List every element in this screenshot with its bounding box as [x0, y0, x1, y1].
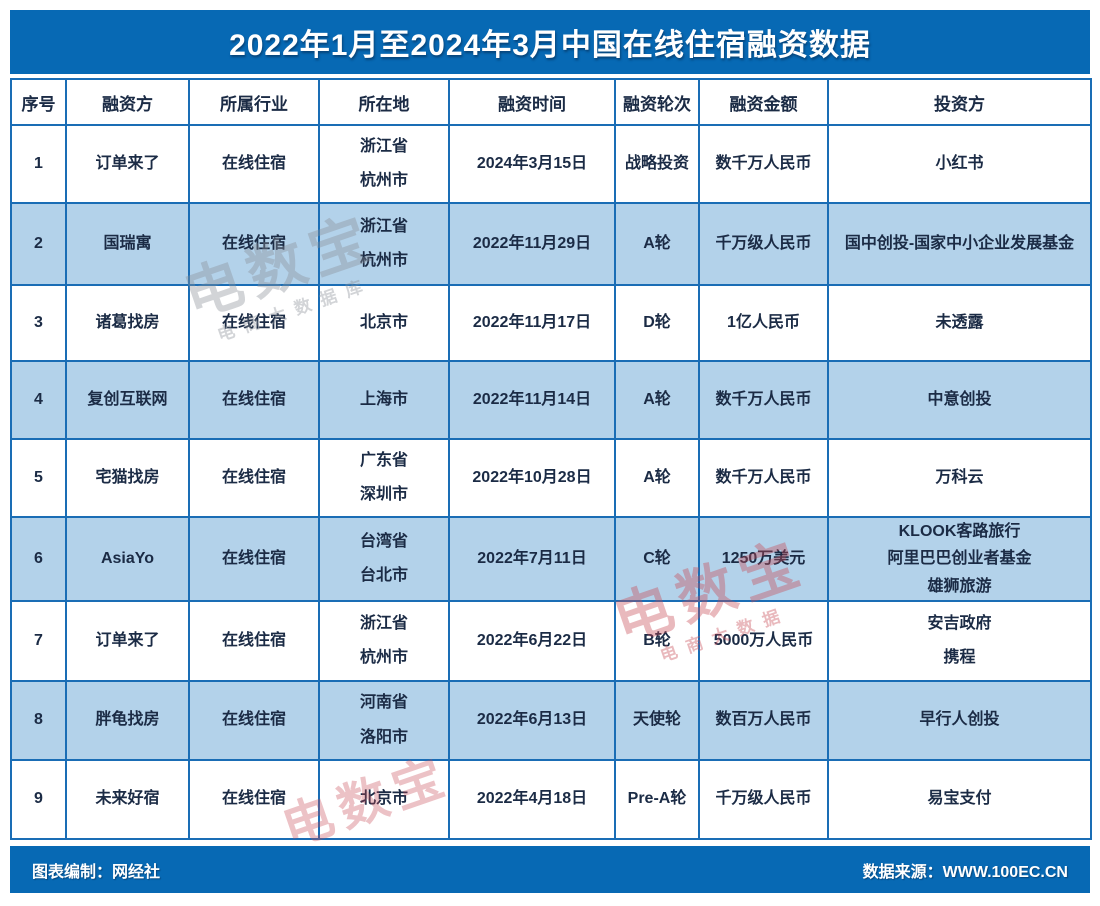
cell-party: 订单来了 — [65, 600, 190, 682]
cell-no: 1 — [10, 124, 67, 204]
cell-amount: 数千万人民币 — [698, 124, 829, 204]
cell-investors: 安吉政府 携程 — [827, 600, 1092, 682]
cell-party: 未来好宿 — [65, 759, 190, 840]
cell-investors: 小红书 — [827, 124, 1092, 204]
column-header-investors: 投资方 — [827, 78, 1092, 126]
cell-date: 2022年10月28日 — [448, 438, 616, 518]
cell-location: 浙江省 杭州市 — [318, 124, 450, 204]
cell-round: A轮 — [614, 360, 700, 440]
cell-no: 5 — [10, 438, 67, 518]
table-row: 2 国瑞寓 在线住宿 浙江省 杭州市 2022年11月29日 A轮 千万级人民币 国中创投-国… — [10, 202, 1092, 286]
cell-investors: 易宝支付 — [827, 759, 1092, 840]
cell-party: 订单来了 — [65, 124, 190, 204]
cell-no: 2 — [10, 202, 67, 286]
cell-investors: 万科云 — [827, 438, 1092, 518]
cell-location: 台湾省 台北市 — [318, 516, 450, 602]
cell-party: 诸葛找房 — [65, 284, 190, 362]
cell-location: 浙江省 杭州市 — [318, 600, 450, 682]
cell-investors: 早行人创投 — [827, 680, 1092, 761]
cell-investors: 国中创投-国家中小企业发展基金 — [827, 202, 1092, 286]
cell-amount: 数千万人民币 — [698, 360, 829, 440]
cell-amount: 数千万人民币 — [698, 438, 829, 518]
cell-party: AsiaYo — [65, 516, 190, 602]
column-header-party: 融资方 — [65, 78, 190, 126]
footer-bar: 图表编制：网经社 数据来源：WWW.100EC.CN — [10, 846, 1090, 893]
cell-no: 4 — [10, 360, 67, 440]
cell-round: C轮 — [614, 516, 700, 602]
cell-date: 2022年11月29日 — [448, 202, 616, 286]
cell-amount: 1250万美元 — [698, 516, 829, 602]
cell-location: 北京市 — [318, 284, 450, 362]
cell-no: 6 — [10, 516, 67, 602]
cell-round: 天使轮 — [614, 680, 700, 761]
column-header-location: 所在地 — [318, 78, 450, 126]
cell-industry: 在线住宿 — [188, 600, 320, 682]
cell-date: 2022年6月13日 — [448, 680, 616, 761]
cell-industry: 在线住宿 — [188, 438, 320, 518]
cell-no: 9 — [10, 759, 67, 840]
cell-no: 8 — [10, 680, 67, 761]
cell-round: A轮 — [614, 438, 700, 518]
cell-industry: 在线住宿 — [188, 680, 320, 761]
cell-date: 2022年11月14日 — [448, 360, 616, 440]
financing-table: 序号 融资方 所属行业 所在地 融资时间 融资轮次 融资金额 投资方 1 订单来了 在线住宿 浙江省… — [10, 78, 1092, 840]
cell-date: 2022年7月11日 — [448, 516, 616, 602]
cell-location: 北京市 — [318, 759, 450, 840]
cell-round: B轮 — [614, 600, 700, 682]
table-row: 8 胖龟找房 在线住宿 河南省 洛阳市 2022年6月13日 天使轮 数百万人民币 早行人创投 — [10, 680, 1092, 761]
footer-credit: 图表编制：网经社 — [32, 863, 161, 881]
cell-amount: 数百万人民币 — [698, 680, 829, 761]
column-header-round: 融资轮次 — [614, 78, 700, 126]
column-header-amount: 融资金额 — [698, 78, 829, 126]
table-row: 3 诸葛找房 在线住宿 北京市 2022年11月17日 D轮 1亿人民币 未透露 — [10, 284, 1092, 362]
cell-date: 2024年3月15日 — [448, 124, 616, 204]
column-header-date: 融资时间 — [448, 78, 616, 126]
table-row: 4 复创互联网 在线住宿 上海市 2022年11月14日 A轮 数千万人民币 中意创投 — [10, 360, 1092, 440]
cell-amount: 千万级人民币 — [698, 202, 829, 286]
cell-no: 3 — [10, 284, 67, 362]
cell-round: D轮 — [614, 284, 700, 362]
cell-amount: 5000万人民币 — [698, 600, 829, 682]
cell-round: A轮 — [614, 202, 700, 286]
cell-industry: 在线住宿 — [188, 124, 320, 204]
cell-date: 2022年6月22日 — [448, 600, 616, 682]
cell-party: 宅猫找房 — [65, 438, 190, 518]
table-title-bar: 2022年1月至2024年3月中国在线住宿融资数据 — [10, 10, 1090, 74]
cell-location: 浙江省 杭州市 — [318, 202, 450, 286]
cell-party: 复创互联网 — [65, 360, 190, 440]
column-header-industry: 所属行业 — [188, 78, 320, 126]
cell-party: 胖龟找房 — [65, 680, 190, 761]
table-row: 5 宅猫找房 在线住宿 广东省 深圳市 2022年10月28日 A轮 数千万人民币 万科云 — [10, 438, 1092, 518]
cell-date: 2022年4月18日 — [448, 759, 616, 840]
cell-no: 7 — [10, 600, 67, 682]
cell-party: 国瑞寓 — [65, 202, 190, 286]
cell-investors: KLOOK客路旅行 阿里巴巴创业者基金 雄狮旅游 — [827, 516, 1092, 602]
table-row: 9 未来好宿 在线住宿 北京市 2022年4月18日 Pre-A轮 千万级人民币 易宝支付 — [10, 759, 1092, 840]
cell-industry: 在线住宿 — [188, 284, 320, 362]
table-row: 6 AsiaYo 在线住宿 台湾省 台北市 2022年7月11日 C轮 1250万美元 KLO… — [10, 516, 1092, 602]
header-row: 序号 融资方 所属行业 所在地 融资时间 融资轮次 融资金额 投资方 — [10, 78, 1092, 126]
footer-source: 数据来源：WWW.100EC.CN — [862, 863, 1068, 881]
cell-industry: 在线住宿 — [188, 516, 320, 602]
table-body: 1 订单来了 在线住宿 浙江省 杭州市 2024年3月15日 战略投资 数千万人民币 小红书 2… — [10, 124, 1092, 840]
cell-industry: 在线住宿 — [188, 360, 320, 440]
table-row: 7 订单来了 在线住宿 浙江省 杭州市 2022年6月22日 B轮 5000万人民币 安吉政府… — [10, 600, 1092, 682]
cell-investors: 未透露 — [827, 284, 1092, 362]
cell-investors: 中意创投 — [827, 360, 1092, 440]
cell-round: Pre-A轮 — [614, 759, 700, 840]
cell-location: 上海市 — [318, 360, 450, 440]
page-title: 2022年1月至2024年3月中国在线住宿融资数据 — [229, 29, 871, 62]
cell-industry: 在线住宿 — [188, 759, 320, 840]
cell-location: 河南省 洛阳市 — [318, 680, 450, 761]
cell-amount: 千万级人民币 — [698, 759, 829, 840]
cell-round: 战略投资 — [614, 124, 700, 204]
cell-industry: 在线住宿 — [188, 202, 320, 286]
column-header-no: 序号 — [10, 78, 67, 126]
cell-location: 广东省 深圳市 — [318, 438, 450, 518]
cell-date: 2022年11月17日 — [448, 284, 616, 362]
table-row: 1 订单来了 在线住宿 浙江省 杭州市 2024年3月15日 战略投资 数千万人民币 小红书 — [10, 124, 1092, 204]
cell-amount: 1亿人民币 — [698, 284, 829, 362]
